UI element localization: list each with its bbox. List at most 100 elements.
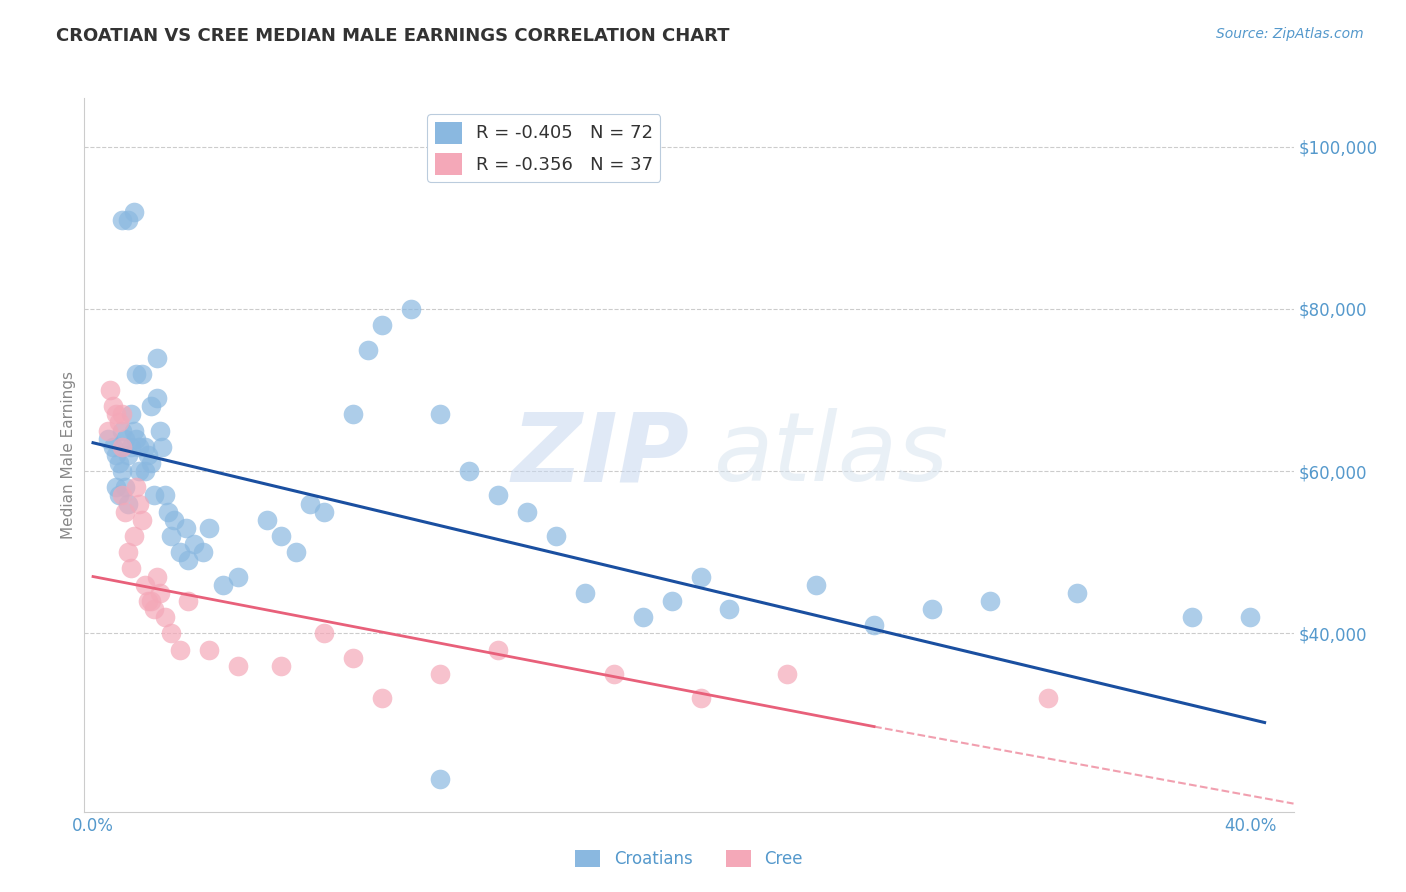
Text: ZIP: ZIP xyxy=(510,409,689,501)
Point xyxy=(128,440,150,454)
Point xyxy=(128,464,150,478)
Point xyxy=(120,440,142,454)
Text: Source: ZipAtlas.com: Source: ZipAtlas.com xyxy=(1216,27,1364,41)
Point xyxy=(169,545,191,559)
Point xyxy=(486,488,509,502)
Point xyxy=(117,212,139,227)
Point xyxy=(429,408,451,422)
Point xyxy=(117,448,139,462)
Point xyxy=(111,488,134,502)
Point xyxy=(979,594,1001,608)
Point xyxy=(114,505,136,519)
Point xyxy=(142,488,165,502)
Point xyxy=(145,391,167,405)
Point xyxy=(122,529,145,543)
Point xyxy=(122,204,145,219)
Point xyxy=(1181,610,1204,624)
Point xyxy=(152,440,174,454)
Point xyxy=(270,529,292,543)
Point xyxy=(111,424,134,438)
Point xyxy=(661,594,683,608)
Point xyxy=(108,488,131,502)
Point xyxy=(139,399,162,413)
Point xyxy=(574,586,596,600)
Point xyxy=(183,537,205,551)
Point xyxy=(134,577,156,591)
Point xyxy=(516,505,538,519)
Point xyxy=(1066,586,1088,600)
Point xyxy=(256,513,278,527)
Point xyxy=(139,594,162,608)
Point xyxy=(96,424,118,438)
Point xyxy=(160,529,183,543)
Point xyxy=(197,521,219,535)
Point xyxy=(145,569,167,583)
Point xyxy=(114,432,136,446)
Point xyxy=(136,448,159,462)
Text: CROATIAN VS CREE MEDIAN MALE EARNINGS CORRELATION CHART: CROATIAN VS CREE MEDIAN MALE EARNINGS CO… xyxy=(56,27,730,45)
Point xyxy=(120,408,142,422)
Point xyxy=(371,691,394,706)
Point xyxy=(371,318,394,333)
Y-axis label: Median Male Earnings: Median Male Earnings xyxy=(60,371,76,539)
Point xyxy=(125,432,148,446)
Point xyxy=(689,691,711,706)
Point xyxy=(114,480,136,494)
Point xyxy=(544,529,567,543)
Point xyxy=(136,594,159,608)
Point xyxy=(486,642,509,657)
Point xyxy=(155,610,177,624)
Point xyxy=(111,408,134,422)
Point xyxy=(429,666,451,681)
Point xyxy=(226,658,249,673)
Point xyxy=(108,456,131,470)
Point xyxy=(148,586,170,600)
Point xyxy=(429,772,451,787)
Point xyxy=(148,424,170,438)
Point xyxy=(134,464,156,478)
Point xyxy=(174,521,197,535)
Point xyxy=(134,440,156,454)
Point xyxy=(131,367,153,381)
Point xyxy=(226,569,249,583)
Point xyxy=(191,545,214,559)
Point xyxy=(145,351,167,365)
Point xyxy=(100,383,122,397)
Point xyxy=(342,650,364,665)
Point xyxy=(105,448,128,462)
Point xyxy=(105,408,128,422)
Text: atlas: atlas xyxy=(713,409,948,501)
Point xyxy=(157,505,180,519)
Point xyxy=(197,642,219,657)
Point xyxy=(103,399,125,413)
Point xyxy=(108,416,131,430)
Point xyxy=(863,618,886,632)
Point xyxy=(776,666,799,681)
Point xyxy=(105,480,128,494)
Point xyxy=(631,610,654,624)
Point xyxy=(718,602,741,616)
Point xyxy=(111,464,134,478)
Point xyxy=(122,424,145,438)
Point xyxy=(155,488,177,502)
Point xyxy=(314,505,336,519)
Point xyxy=(357,343,380,357)
Point xyxy=(603,666,626,681)
Point xyxy=(270,658,292,673)
Point xyxy=(131,513,153,527)
Legend: Croatians, Cree: Croatians, Cree xyxy=(568,843,810,875)
Point xyxy=(1036,691,1059,706)
Point xyxy=(342,408,364,422)
Point xyxy=(111,440,134,454)
Point xyxy=(177,553,200,567)
Point xyxy=(120,561,142,575)
Point xyxy=(139,456,162,470)
Point xyxy=(111,212,134,227)
Point xyxy=(806,577,828,591)
Point xyxy=(298,497,321,511)
Point xyxy=(125,367,148,381)
Point xyxy=(921,602,943,616)
Point xyxy=(689,569,711,583)
Point xyxy=(169,642,191,657)
Point xyxy=(212,577,235,591)
